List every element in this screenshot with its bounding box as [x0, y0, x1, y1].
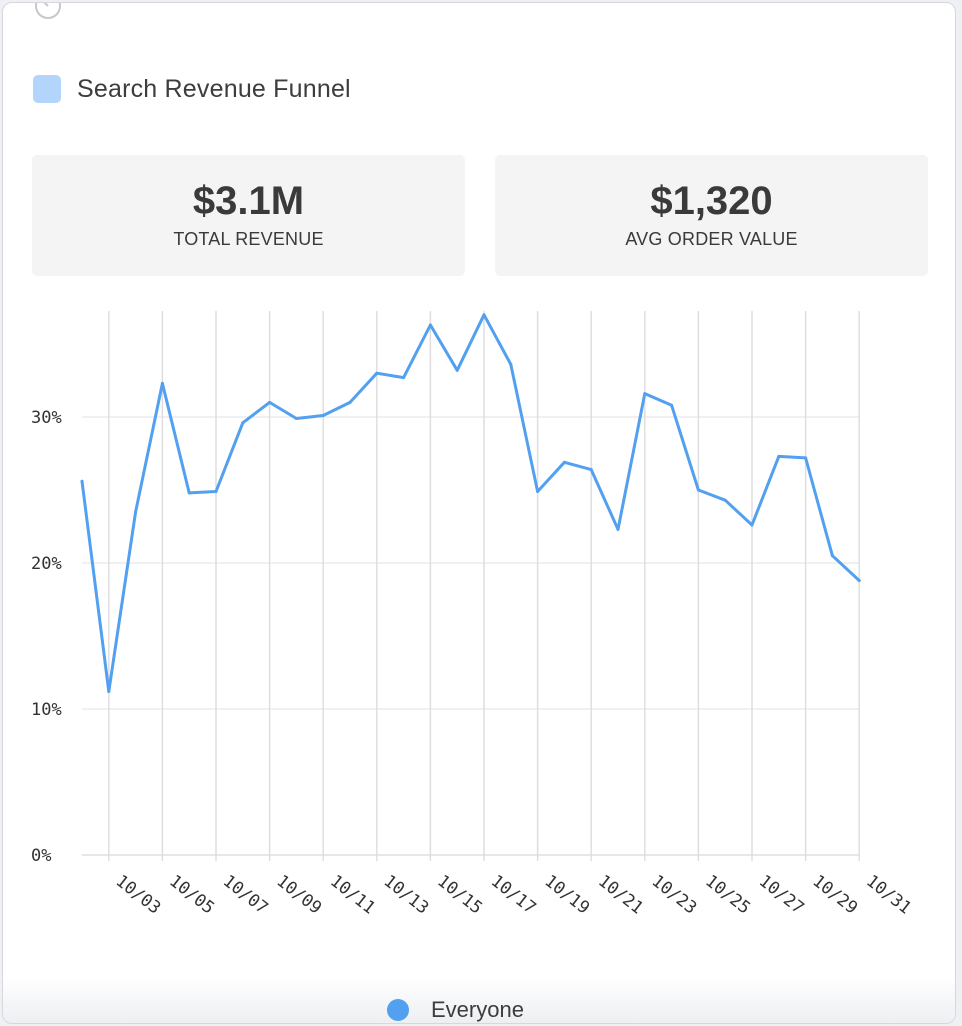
data-point [107, 689, 111, 693]
data-point [857, 579, 861, 583]
data-point [160, 381, 164, 385]
x-tick-label: 10/15 [433, 871, 486, 918]
data-point [375, 371, 379, 375]
kpi-avg-order-value-value: $1,320 [650, 179, 773, 223]
kpi-avg-order-value: $1,320 AVG ORDER VALUE [495, 155, 928, 276]
data-point [750, 523, 754, 527]
data-point [187, 491, 191, 495]
x-tick-label: 10/05 [165, 871, 218, 918]
x-tick-label: 10/03 [112, 871, 165, 918]
x-tick-label: 10/25 [701, 871, 754, 918]
kpi-total-revenue-label: TOTAL REVENUE [173, 229, 324, 249]
x-tick-label: 10/31 [862, 871, 915, 918]
x-tick-label: 10/27 [755, 871, 808, 918]
data-point [536, 489, 540, 493]
y-tick-label: 30% [31, 408, 62, 428]
x-tick-label: 10/13 [380, 871, 433, 918]
bottom-fade [3, 978, 955, 1023]
x-tick-label: 10/19 [541, 871, 594, 918]
line-chart: 0%10%20%30%10/03 10/05 10/07 10/09 10/11 10/1… [31, 311, 915, 918]
y-tick-label: 10% [31, 700, 62, 720]
data-point [214, 489, 218, 493]
legend-label-everyone: Everyone [431, 997, 524, 1022]
widget-title: Search Revenue Funnel [77, 74, 351, 103]
data-point [589, 468, 593, 472]
data-point [509, 362, 513, 366]
data-point [455, 368, 459, 372]
widget-color-swatch [33, 75, 61, 103]
chart-legend[interactable]: Everyone [387, 997, 524, 1023]
data-point [723, 498, 727, 502]
x-tick-label: 10/17 [487, 871, 540, 918]
data-point [777, 454, 781, 458]
data-point [321, 414, 325, 418]
data-point [643, 392, 647, 396]
x-tick-label: 10/11 [326, 871, 379, 918]
x-tick-label: 10/09 [273, 871, 326, 918]
data-point [804, 456, 808, 460]
x-tick-label: 10/21 [594, 871, 647, 918]
data-point [268, 400, 272, 404]
data-point [428, 323, 432, 327]
x-tick-label: 10/29 [809, 871, 862, 918]
clock-icon[interactable] [33, 2, 63, 21]
data-point [562, 460, 566, 464]
y-tick-label: 20% [31, 554, 62, 574]
data-point [80, 479, 84, 483]
series-line-everyone [80, 313, 861, 693]
legend-dot-everyone [387, 999, 409, 1021]
data-point [670, 403, 674, 407]
data-point [830, 554, 834, 558]
data-point [616, 527, 620, 531]
kpi-total-revenue: $3.1M TOTAL REVENUE [32, 155, 465, 276]
kpi-total-revenue-value: $3.1M [192, 179, 305, 223]
x-tick-label: 10/23 [648, 871, 701, 918]
y-tick-label: 0% [31, 846, 51, 866]
data-point [482, 313, 486, 317]
data-point [696, 488, 700, 492]
x-tick-label: 10/07 [219, 871, 272, 918]
data-point [241, 421, 245, 425]
data-point [294, 416, 298, 420]
data-point [402, 376, 406, 380]
data-point [134, 510, 138, 514]
kpi-avg-order-value-label: AVG ORDER VALUE [625, 229, 798, 249]
data-point [348, 400, 352, 404]
widget-header: Search Revenue Funnel [33, 73, 351, 105]
